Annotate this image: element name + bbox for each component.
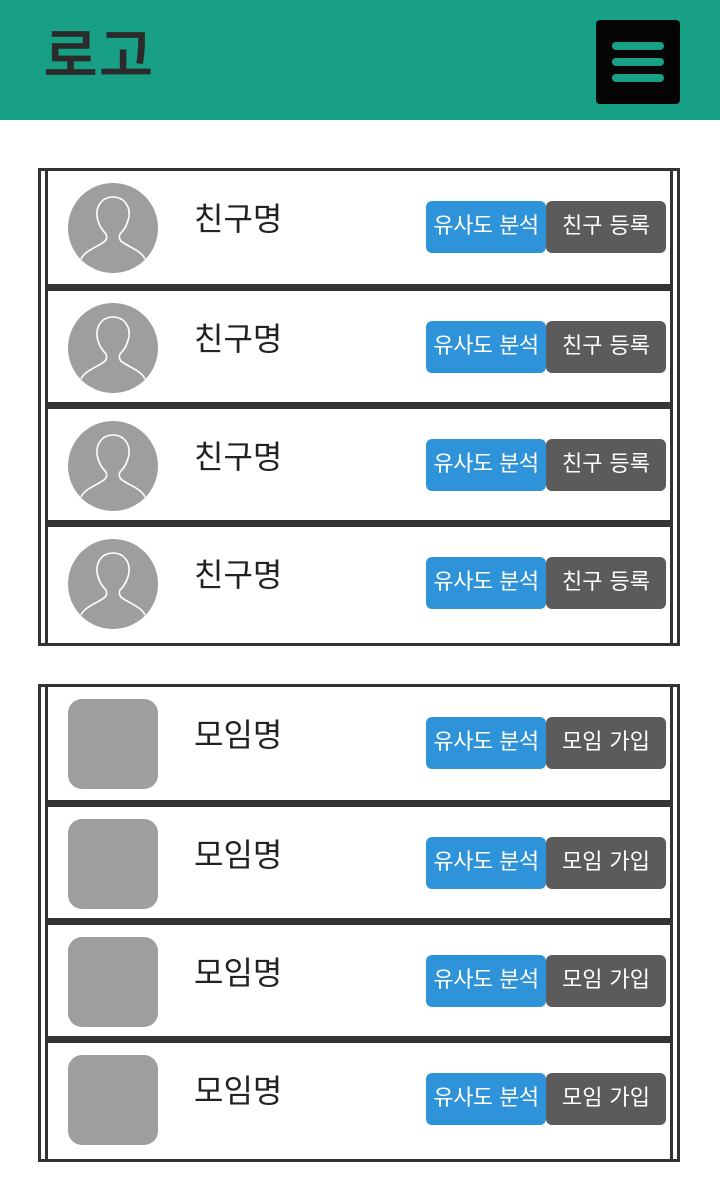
hamburger-menu-button[interactable] xyxy=(596,20,680,104)
app-header: 로고 xyxy=(0,0,720,120)
similarity-analysis-button[interactable]: 유사도 분석 xyxy=(426,955,546,1007)
similarity-analysis-button[interactable]: 유사도 분석 xyxy=(426,1073,546,1125)
friend-row: 친구명 유사도 분석 친구 등록 xyxy=(48,527,670,637)
group-name: 모임명 xyxy=(194,836,283,874)
group-name: 모임명 xyxy=(194,1072,283,1110)
group-row: 모임명 유사도 분석 모임 가입 xyxy=(48,687,670,797)
group-thumbnail xyxy=(68,937,158,1027)
friend-register-button[interactable]: 친구 등록 xyxy=(546,557,666,609)
user-avatar-icon xyxy=(68,539,158,629)
group-row: 모임명 유사도 분석 모임 가입 xyxy=(48,925,670,1035)
group-thumbnail xyxy=(68,819,158,909)
friend-register-button[interactable]: 친구 등록 xyxy=(546,201,666,253)
similarity-analysis-button[interactable]: 유사도 분석 xyxy=(426,717,546,769)
group-list: 모임명 유사도 분석 모임 가입 모임명 유사도 분석 모임 가입 모임명 유사… xyxy=(38,684,680,1162)
group-join-button[interactable]: 모임 가입 xyxy=(546,837,666,889)
group-thumbnail xyxy=(68,1055,158,1145)
row-divider xyxy=(48,402,670,409)
group-name: 모임명 xyxy=(194,716,283,754)
friend-name: 친구명 xyxy=(194,556,283,594)
group-thumbnail xyxy=(68,699,158,789)
friend-name: 친구명 xyxy=(194,200,283,238)
friend-name: 친구명 xyxy=(194,438,283,476)
friend-row: 친구명 유사도 분석 친구 등록 xyxy=(48,171,670,281)
row-divider xyxy=(48,520,670,527)
similarity-analysis-button[interactable]: 유사도 분석 xyxy=(426,201,546,253)
group-name: 모임명 xyxy=(194,954,283,992)
group-row: 모임명 유사도 분석 모임 가입 xyxy=(48,1043,670,1153)
row-divider xyxy=(48,1036,670,1043)
friend-list: 친구명 유사도 분석 친구 등록 친구명 유사도 분석 친구 등록 친구명 유사… xyxy=(38,168,680,646)
user-avatar-icon xyxy=(68,303,158,393)
similarity-analysis-button[interactable]: 유사도 분석 xyxy=(426,439,546,491)
group-join-button[interactable]: 모임 가입 xyxy=(546,717,666,769)
row-divider xyxy=(48,918,670,925)
friend-name: 친구명 xyxy=(194,320,283,358)
friend-row: 친구명 유사도 분석 친구 등록 xyxy=(48,409,670,519)
logo[interactable]: 로고 xyxy=(44,22,155,90)
friend-row: 친구명 유사도 분석 친구 등록 xyxy=(48,291,670,401)
friend-register-button[interactable]: 친구 등록 xyxy=(546,439,666,491)
group-join-button[interactable]: 모임 가입 xyxy=(546,955,666,1007)
similarity-analysis-button[interactable]: 유사도 분석 xyxy=(426,837,546,889)
row-divider xyxy=(48,284,670,291)
group-row: 모임명 유사도 분석 모임 가입 xyxy=(48,807,670,917)
similarity-analysis-button[interactable]: 유사도 분석 xyxy=(426,557,546,609)
friend-register-button[interactable]: 친구 등록 xyxy=(546,321,666,373)
user-avatar-icon xyxy=(68,183,158,273)
user-avatar-icon xyxy=(68,421,158,511)
similarity-analysis-button[interactable]: 유사도 분석 xyxy=(426,321,546,373)
row-divider xyxy=(48,800,670,807)
group-join-button[interactable]: 모임 가입 xyxy=(546,1073,666,1125)
